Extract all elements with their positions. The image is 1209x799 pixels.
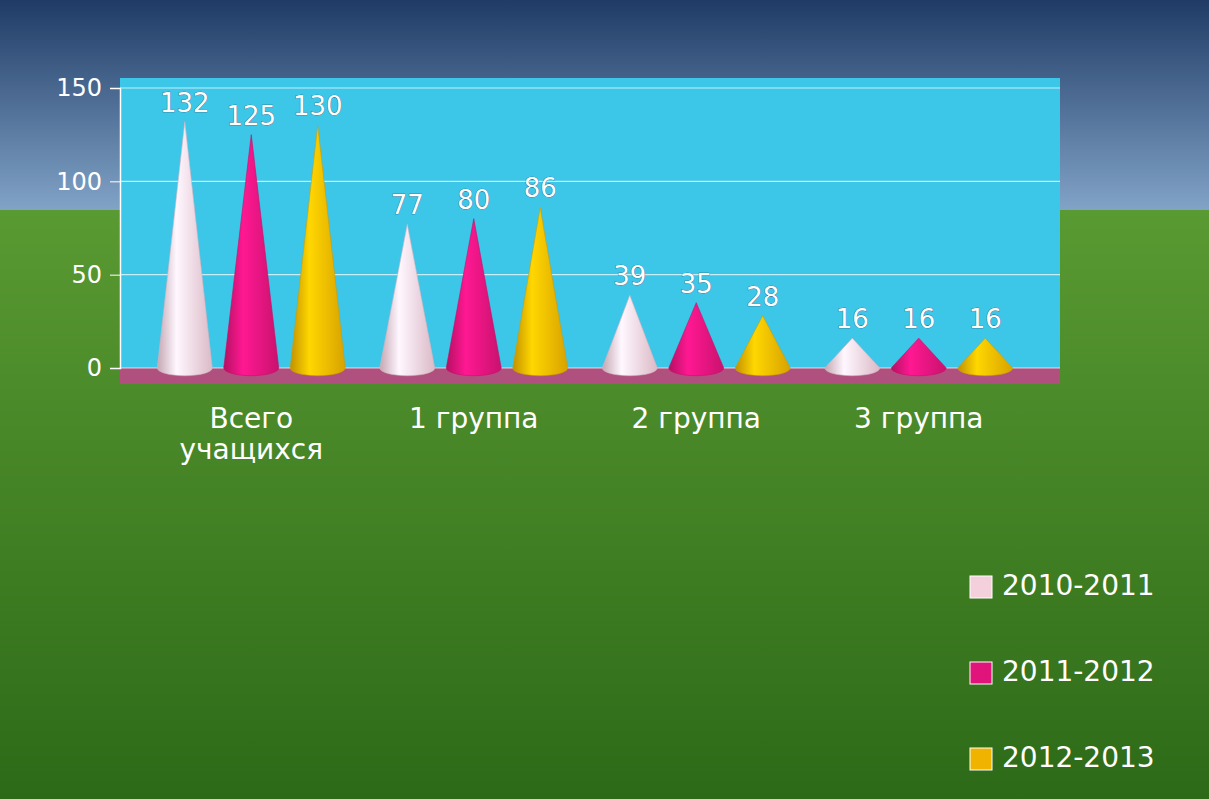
chart: 132 77 39 16 125 80 35 16 130 86 28 16 0 50 100 150 Всег… bbox=[0, 0, 1209, 799]
cone bbox=[290, 125, 345, 375]
x-tick: 3 группа bbox=[854, 368, 984, 435]
cone bbox=[891, 338, 946, 376]
data-label: 77 bbox=[391, 190, 424, 220]
legend-label: 2011-2012 bbox=[1002, 655, 1155, 688]
grid-line bbox=[120, 181, 1060, 182]
marks bbox=[157, 122, 1012, 376]
legend: 2010-2011 2011-2012 2012-2013 bbox=[970, 569, 1155, 774]
cone bbox=[825, 338, 880, 376]
y-tick-mark bbox=[110, 181, 120, 182]
y-tick-mark bbox=[110, 275, 120, 276]
cone bbox=[224, 135, 279, 376]
cone bbox=[380, 224, 435, 375]
y-tick: 0 bbox=[87, 354, 120, 382]
y-tick-label: 150 bbox=[56, 74, 102, 102]
cone bbox=[602, 295, 657, 376]
y-tick-label: 0 bbox=[87, 354, 102, 382]
x-tick-label: 1 группа bbox=[409, 402, 539, 435]
legend-swatch bbox=[970, 576, 992, 598]
y-tick: 150 bbox=[56, 74, 120, 102]
y-tick-mark bbox=[110, 368, 120, 369]
x-tick-label: 2 группа bbox=[631, 402, 761, 435]
x-axis: Всегоучащихся 1 группа 2 группа 3 группа bbox=[141, 368, 1031, 466]
y-tick-label: 50 bbox=[71, 261, 102, 289]
data-label: 39 bbox=[613, 261, 646, 291]
y-tick: 50 bbox=[71, 261, 120, 289]
data-label: 35 bbox=[680, 269, 713, 299]
x-tick: 2 группа bbox=[631, 368, 761, 435]
x-tick-label: Всегоучащихся bbox=[179, 402, 323, 466]
data-label: 16 bbox=[902, 304, 935, 334]
data-label: 16 bbox=[969, 304, 1002, 334]
cone bbox=[513, 207, 568, 375]
cone bbox=[157, 122, 212, 376]
legend-item: 2011-2012 bbox=[970, 655, 1155, 688]
legend-item: 2010-2011 bbox=[970, 569, 1155, 602]
data-label: 130 bbox=[293, 91, 343, 121]
x-tick: Всегоучащихся bbox=[179, 368, 323, 466]
cone bbox=[669, 303, 724, 376]
data-label: 125 bbox=[226, 101, 276, 131]
x-axis-line bbox=[141, 368, 1031, 369]
legend-item: 2012-2013 bbox=[970, 741, 1155, 774]
y-tick-label: 100 bbox=[56, 168, 102, 196]
cone bbox=[735, 316, 790, 376]
y-tick-mark bbox=[110, 88, 120, 89]
y-tick: 100 bbox=[56, 168, 120, 196]
x-tick: 1 группа bbox=[409, 368, 539, 435]
cone bbox=[958, 338, 1013, 376]
y-axis-line bbox=[110, 89, 121, 369]
data-label: 80 bbox=[457, 185, 490, 215]
legend-label: 2012-2013 bbox=[1002, 741, 1155, 774]
legend-label: 2010-2011 bbox=[1002, 569, 1155, 602]
x-tick-label-line: Всего bbox=[209, 402, 293, 435]
data-labels: 132 77 39 16 125 80 35 16 130 86 28 16 bbox=[160, 88, 1002, 335]
data-label: 16 bbox=[836, 304, 869, 334]
y-axis: 0 50 100 150 bbox=[56, 74, 120, 382]
data-label: 132 bbox=[160, 88, 210, 118]
data-label: 28 bbox=[746, 282, 779, 312]
cone bbox=[446, 219, 501, 376]
legend-swatch bbox=[970, 748, 992, 770]
x-tick-label: 3 группа bbox=[854, 402, 984, 435]
grid-line bbox=[120, 87, 1060, 88]
x-tick-label-line: учащихся bbox=[179, 433, 323, 466]
data-label: 86 bbox=[524, 173, 557, 203]
legend-swatch bbox=[970, 662, 992, 684]
